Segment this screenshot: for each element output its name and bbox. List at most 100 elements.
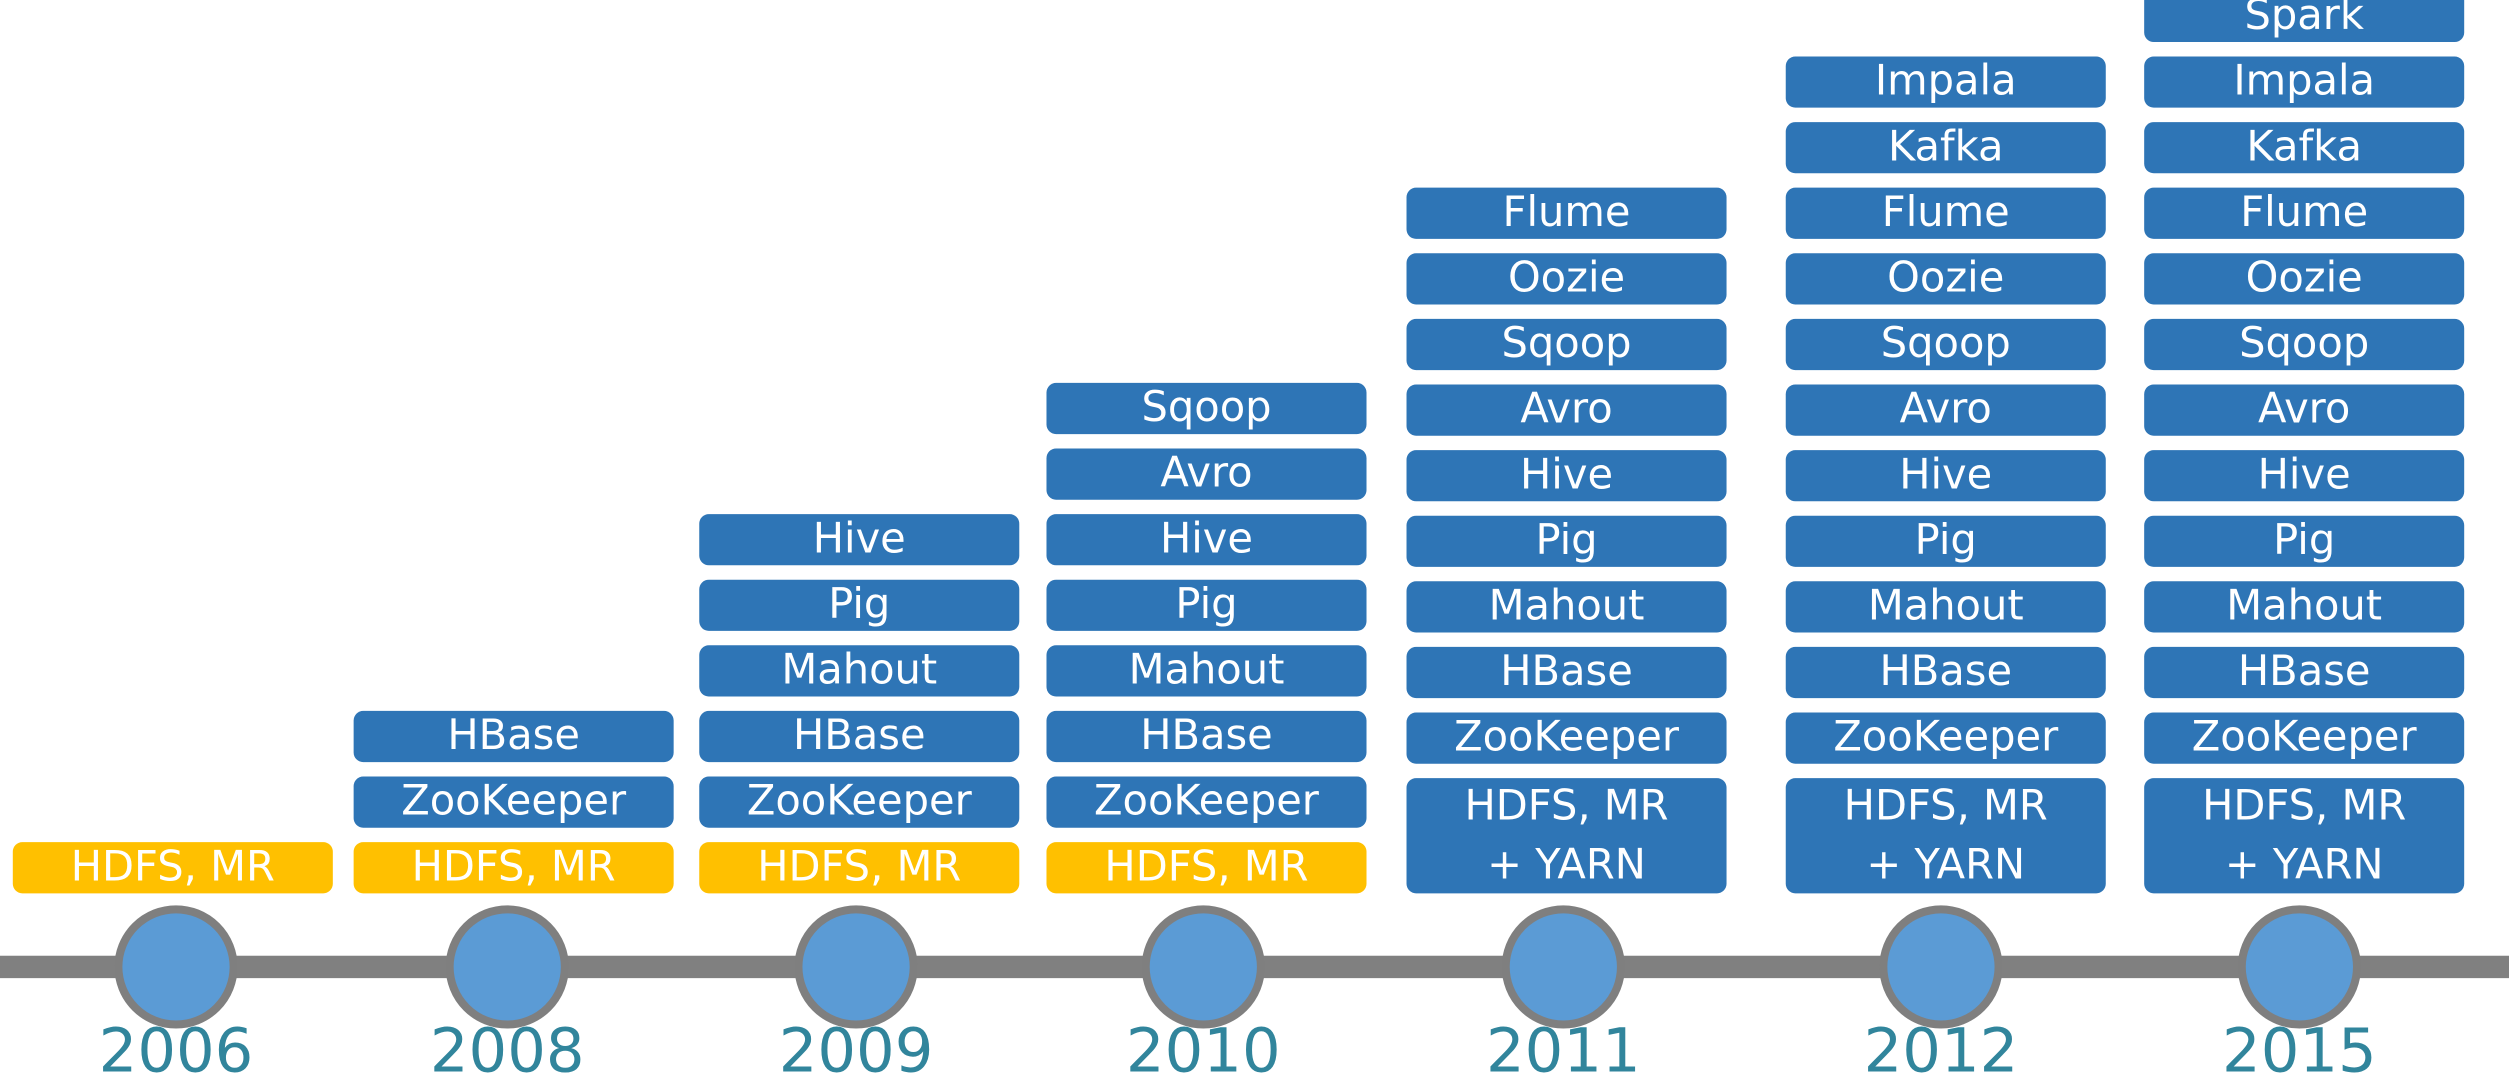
stack-box [699,579,1020,631]
stack-box [2144,187,2465,239]
stack-box [1785,318,2106,371]
stack-box [1046,382,1367,435]
stack-box [12,842,333,894]
box-label: HDFS, MR [1844,781,2048,830]
stack-box [2144,450,2465,502]
year-marker [445,905,569,1029]
box-label: Hive [813,513,906,562]
stack-box [353,842,674,894]
stack-box [2144,56,2465,108]
box-label: Pig [1175,579,1237,628]
stack-box [1785,712,2106,764]
box-label: Sqoop [1501,318,1631,367]
stack-box [1785,646,2106,699]
stack-box [1046,776,1367,828]
stack-box [1785,122,2106,174]
year-marker [114,905,238,1029]
stack-box [1046,645,1367,697]
year-marker [794,905,918,1029]
year-marker [2237,905,2361,1029]
box-label: Kafka [1888,121,2004,170]
box-label: HDFS, MR [412,841,616,890]
stack-box [2144,384,2465,436]
stack-box [1406,646,1727,699]
box-label: Sqoop [1881,318,2011,367]
stack-box [2144,0,2465,43]
box-label: Pig [1915,515,1977,564]
stack-box [1785,778,2106,894]
stack-box [1046,514,1367,566]
stack-box [1406,712,1727,764]
stack-box [1406,384,1727,436]
year-label: 2009 [779,1017,934,1081]
box-label: Flume [2240,187,2368,236]
stack-box [2144,581,2465,633]
box-label: Pig [2273,515,2335,564]
box-label: HDFS, MR [757,841,961,890]
stack-box [353,776,674,828]
stack-box [1406,318,1727,371]
stack-box [1785,515,2106,567]
box-label: Mahout [1129,645,1285,694]
year-label: 2015 [2222,1017,2377,1081]
box-label: HBase [2238,646,2371,695]
stack-box [1785,187,2106,239]
stack-box [353,710,674,763]
box-label: HBase [1500,646,1633,695]
stack-box [1785,56,2106,108]
box-label: + YARN [2225,840,2384,889]
stack-box [1785,384,2106,436]
box-label: ZooKeeper [401,776,627,825]
box-label: Oozie [1887,252,2004,301]
stack-box [1046,842,1367,894]
box-label: Mahout [2226,581,2382,630]
box-label: ZooKeeper [747,776,973,825]
stack-box [1406,778,1727,894]
stack-box [1785,253,2106,305]
stack-box [1406,515,1727,567]
stack-box [2144,712,2465,764]
stack-box [2144,253,2465,305]
box-label: HDFS, MR [2202,781,2406,830]
stack-box [1046,448,1367,500]
box-label: Pig [828,579,890,628]
box-label: Oozie [2246,252,2363,301]
stack-box [1046,710,1367,763]
year-marker [1501,905,1625,1029]
stack-box [699,710,1020,763]
year-label: 2010 [1126,1017,1281,1081]
stack-box [699,645,1020,697]
box-label: Mahout [1868,581,2024,630]
box-label: Hive [1160,513,1253,562]
box-label: HBase [793,710,926,759]
box-label: Hive [2258,449,2351,498]
box-label: ZooKeeper [2192,712,2418,761]
stack-box [1785,581,2106,633]
box-label: Avro [1520,384,1612,433]
box-label: Pig [1535,515,1597,564]
stack-box [2144,122,2465,174]
box-label: Hive [1899,449,1992,498]
box-label: Hive [1520,449,1613,498]
box-label: HDFS, MR [1104,841,1308,890]
box-label: ZooKeeper [1094,776,1320,825]
year-marker [1879,905,2003,1029]
box-label: HDFS, MR [1464,781,1668,830]
box-label: ZooKeeper [1833,712,2059,761]
box-label: HBase [1879,646,2012,695]
box-label: + YARN [1487,840,1646,889]
stack-box [2144,778,2465,894]
stack-box [1046,579,1367,631]
stack-box [699,514,1020,566]
box-label: Impala [1875,56,2017,105]
stack-box [1406,253,1727,305]
box-label: Impala [2233,56,2375,105]
year-label: 2012 [1864,1017,2019,1081]
box-label: Spark [2244,0,2363,39]
year-label: 2006 [99,1017,254,1081]
box-label: Flume [1503,187,1631,236]
stack-box [699,842,1020,894]
stack-box [699,776,1020,828]
